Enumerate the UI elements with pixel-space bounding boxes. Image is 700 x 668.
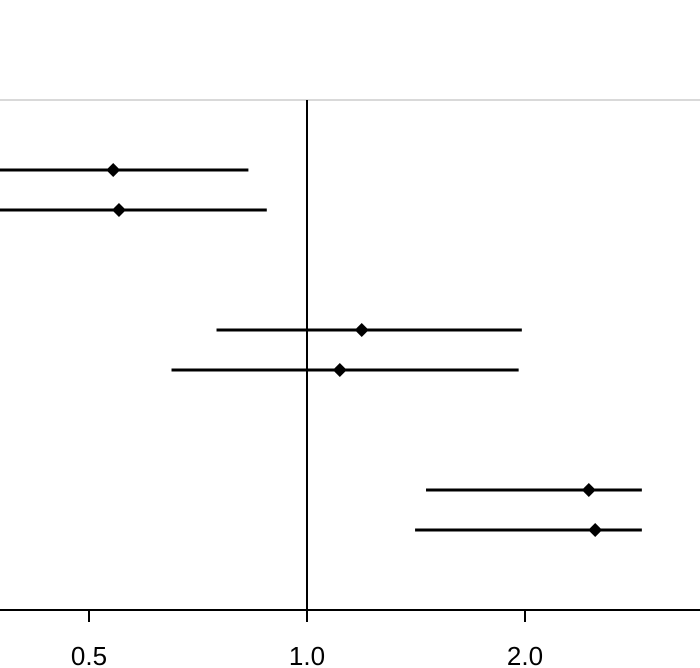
point-estimate-marker [106,163,121,177]
x-axis-ticks [88,610,526,622]
point-estimate-marker [354,323,369,337]
x-axis-tick-labels: 0.5 1.0 2.0 [71,641,543,668]
point-estimate-marker [588,523,603,537]
x-tick-label: 1.0 [289,641,325,668]
point-estimate-marker [581,483,596,497]
point-estimate-marker [111,203,126,217]
x-tick-label: 0.5 [71,641,107,668]
point-estimates [106,163,603,537]
point-estimate-marker [332,363,347,377]
x-tick-label: 2.0 [507,641,543,668]
